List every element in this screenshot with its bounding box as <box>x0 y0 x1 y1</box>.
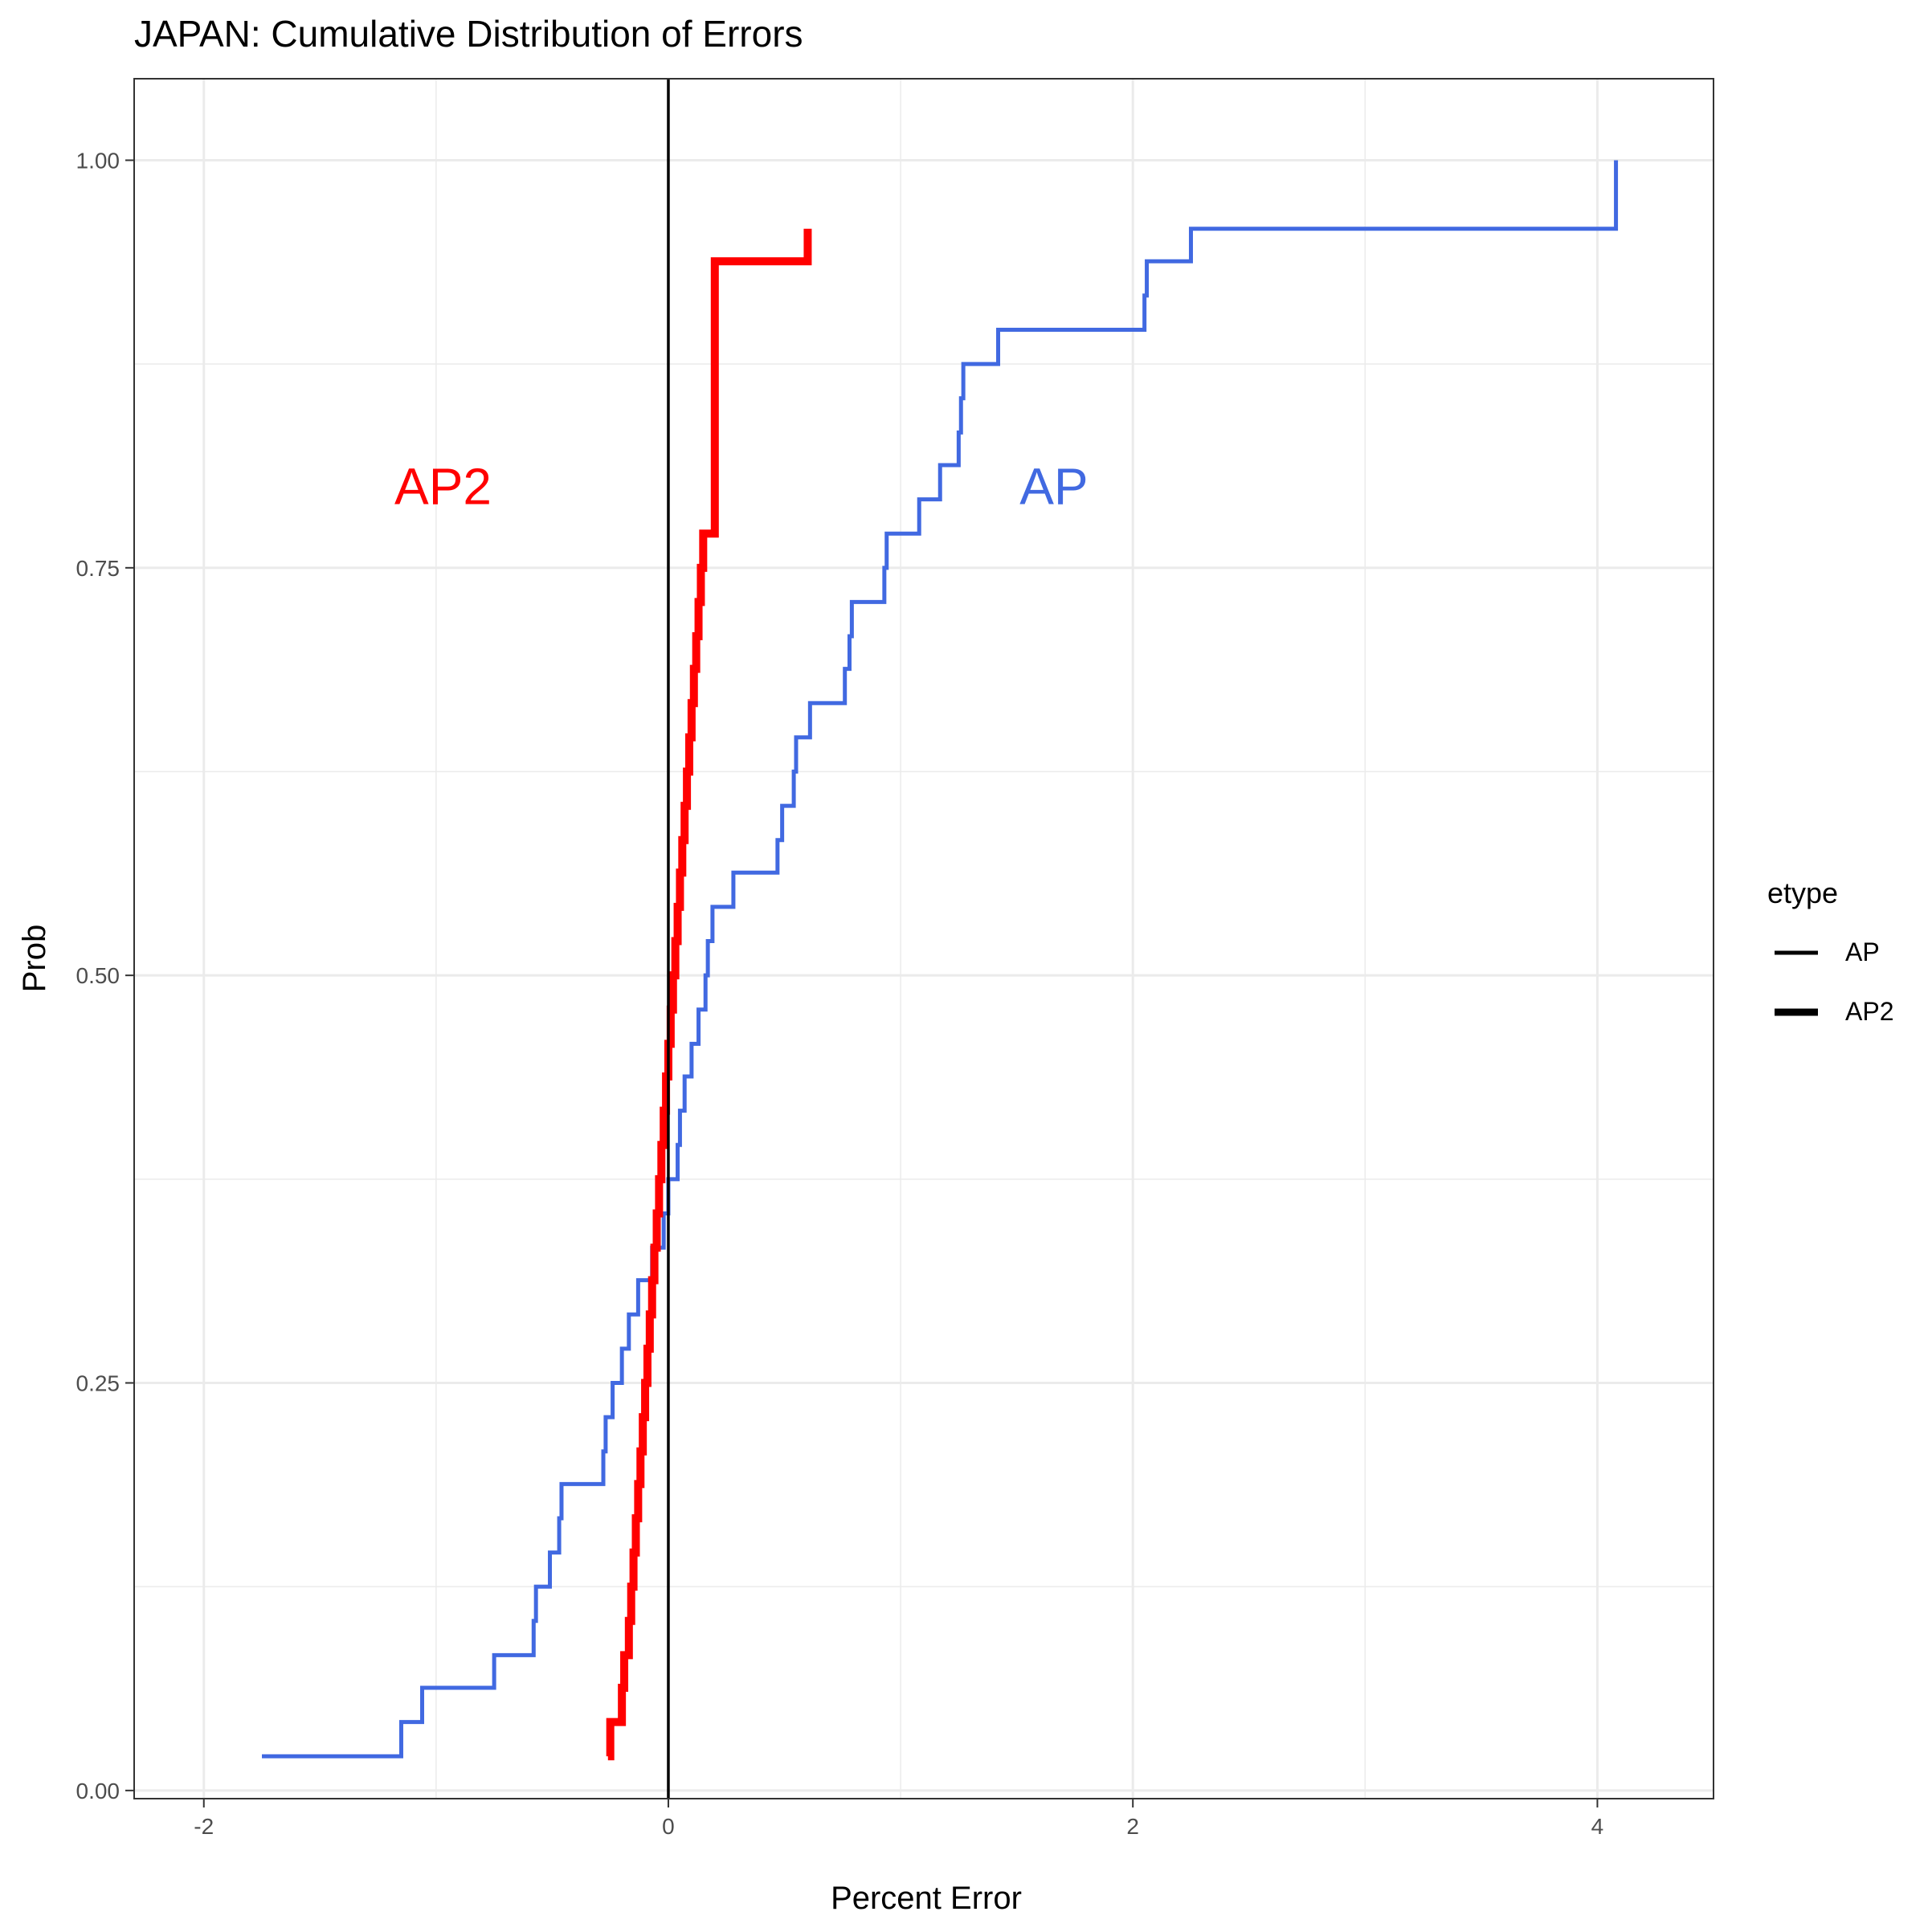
chart-title: JAPAN: Cumulative Distribution of Errors <box>134 13 803 55</box>
annotation-ap2: AP2 <box>394 457 492 515</box>
series-ap <box>262 160 1619 1758</box>
series-ap2 <box>606 228 812 1761</box>
x-tick-label: 4 <box>1591 1814 1604 1839</box>
x-tick-label: 0 <box>662 1814 675 1839</box>
x-tick-label: -2 <box>194 1814 214 1839</box>
y-tick-label: 0.75 <box>76 556 120 581</box>
annotation-ap: AP <box>1019 457 1088 515</box>
legend-label-ap: AP <box>1845 937 1880 966</box>
legend-title: etype <box>1767 876 1838 909</box>
legend: etype AP AP2 <box>1767 876 1893 1026</box>
y-tick-label: 1.00 <box>76 148 120 173</box>
plot-area: -2 0 2 4 0.00 0.25 0.50 0.75 1.00 AP2 AP <box>76 78 1714 1839</box>
x-axis-label: Percent Error <box>831 1881 1022 1916</box>
y-tick-label: 0.00 <box>76 1779 120 1803</box>
y-tick-label: 0.25 <box>76 1371 120 1396</box>
x-tick-label: 2 <box>1126 1814 1139 1839</box>
y-axis-label: Prob <box>17 925 52 993</box>
panel-border <box>133 78 1714 1799</box>
legend-label-ap2: AP2 <box>1845 997 1893 1026</box>
y-tick-label: 0.50 <box>76 963 120 988</box>
